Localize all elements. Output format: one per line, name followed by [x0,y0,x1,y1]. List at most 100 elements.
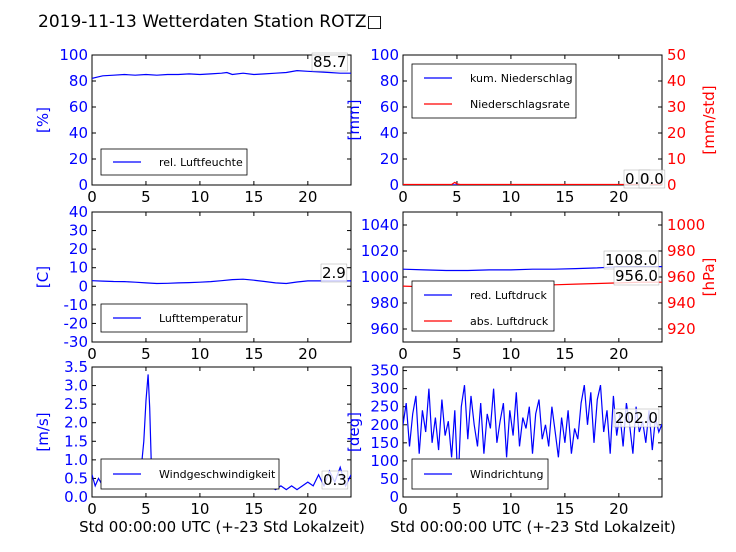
y-tick-label: 350 [370,362,399,380]
y-tick-label: 980 [370,294,399,312]
y-axis-label: [mm] [345,100,363,141]
x-tick-label: 10 [190,345,209,363]
y-tick-label: 20 [69,240,88,258]
y-tick-label: 1000 [361,268,399,286]
x-axis-label-right: Std 00:00:00 UTC (+-23 Std Lokalzeit) [390,518,676,536]
y-tick-label: 300 [370,380,399,398]
y-tick-label: 2.5 [64,395,88,413]
current-value-label: 0.3 [323,471,347,489]
current-value-box [613,408,660,428]
y-tick-label: 40 [69,203,88,221]
x-tick-label: 20 [298,345,317,363]
chart-panel-1: 0 5 10 15 20 0 20 40 60 80 100 [%] rel. Luftfeuchte 8… [34,46,352,206]
y-right-tick-label: 1000 [667,216,705,234]
y-tick-label: 100 [59,46,88,64]
x-tick-label: 0 [398,345,408,363]
x-tick-label: 5 [452,188,462,206]
legend-entry: rel. Luftfeuchte [159,156,243,169]
y-tick-label: 0.5 [64,469,88,487]
x-tick-label: 0 [87,345,97,363]
current-value-label: 1008.0 [605,251,658,269]
legend-box [411,280,555,332]
y-axis-label-right: [hPa] [700,258,718,297]
y-tick-label: 80 [380,72,399,90]
series-line-rel-luftfeuchte [92,69,351,79]
current-value-label: 2.9 [322,264,346,282]
legend: Windrichtung [411,458,549,490]
current-value-box [638,169,666,189]
x-tick-label: 15 [555,500,574,518]
legend-entry: kum. Niederschlag [470,72,573,85]
y-tick-label: 0 [389,176,399,194]
x-tick-label: 0 [398,188,408,206]
x-tick-label: 10 [190,188,209,206]
current-value-box [320,263,348,283]
legend-box [100,148,248,176]
y-tick-label: 100 [370,452,399,470]
chart-panel-3: 0 5 10 15 20-30-20-10010203040[C]Lufttempera… [34,203,352,363]
series-line-lufttemperatur [92,278,351,285]
y-tick-label: 150 [370,434,399,452]
x-tick-label: 0 [398,500,408,518]
y-right-tick-label: 0 [667,176,677,194]
current-value-box [321,470,349,490]
y-tick-label: 200 [370,416,399,434]
x-tick-label: 0 [87,500,97,518]
y-axis-label: [m/s] [34,412,52,451]
y-right-tick-label: 10 [667,150,686,168]
y-tick-label: 1040 [361,216,399,234]
x-tick-label: 5 [141,345,151,363]
y-tick-label: 1.0 [64,451,88,469]
y-tick-label: 20 [69,150,88,168]
chart-panel-5: 0 5 10 15 20 0.00.51.01.52.02.53.03.5 [m/s] Win… [34,358,352,518]
y-tick-label: -10 [64,296,89,314]
legend-entry: red. Luftdruck [470,289,547,302]
chart-panel-6: 0 5 10 15 20050100150200250300350[deg]Windri… [345,362,663,518]
series-line-niederschlagsrate [403,181,662,185]
y-axis-label-right: [mm/std] [700,85,718,154]
y-right-tick-label: 960 [667,268,696,286]
y-tick-label: 0 [78,176,88,194]
y-tick-label: 2.0 [64,414,88,432]
legend-box [411,63,577,119]
y-tick-label: 3.0 [64,377,88,395]
x-tick-label: 15 [244,345,263,363]
x-tick-label: 15 [555,345,574,363]
y-tick-label: 0 [78,277,88,295]
legend: kum. Niederschlag Niederschlagsrate [411,63,577,119]
y-tick-label: 60 [380,98,399,116]
current-value-label: 202.0 [615,409,658,427]
y-axis-label: [deg] [345,412,363,452]
y-right-tick-label: 30 [667,98,686,116]
y-tick-label: 10 [69,259,88,277]
y-tick-label: -30 [64,333,89,351]
y-tick-label: 1020 [361,242,399,260]
y-tick-label: 0 [389,488,399,506]
y-tick-label: 20 [380,150,399,168]
y-tick-label: 960 [370,320,399,338]
x-tick-label: 10 [501,345,520,363]
y-tick-label: 40 [380,124,399,142]
current-value-box [613,266,660,286]
legend-entry: Windrichtung [470,468,543,481]
y-tick-label: 250 [370,398,399,416]
legend-entry: Lufttemperatur [159,312,243,325]
legend: red. Luftdruck abs. Luftdruck [411,280,555,332]
y-tick-label: -20 [64,314,89,332]
figure-title: 2019-11-13 Wetterdaten Station ROTZ□ [38,12,383,32]
x-tick-label: 20 [609,345,628,363]
x-tick-label: 10 [501,188,520,206]
x-tick-label: 10 [501,500,520,518]
x-tick-label: 20 [609,188,628,206]
y-tick-label: 80 [69,72,88,90]
current-value-label: 85.7 [313,53,346,71]
chart-panel-4: 0 5 10 15 20 960 980 1000 1020 1040 920 940 960 980 10… [361,211,718,363]
x-tick-label: 20 [298,188,317,206]
legend-entry: Windgeschwindigkeit [159,468,276,481]
x-tick-label: 5 [452,345,462,363]
y-tick-label: 60 [69,98,88,116]
legend-entry: Niederschlagsrate [470,98,570,111]
x-tick-label: 15 [244,188,263,206]
legend-entry: abs. Luftdruck [470,315,549,328]
